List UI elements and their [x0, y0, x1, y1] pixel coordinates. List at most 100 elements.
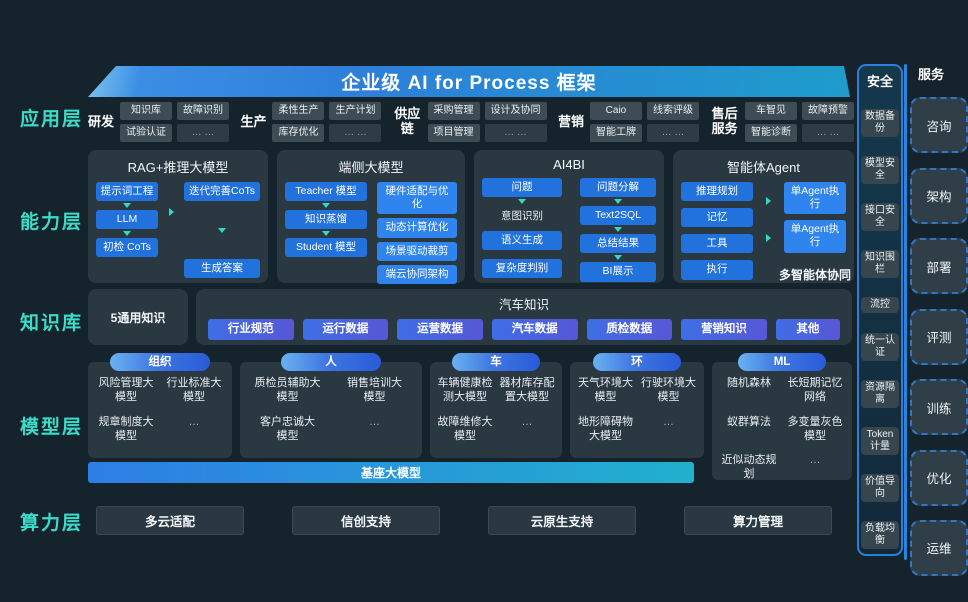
cap-box-title: AI4BI [553, 157, 585, 172]
model-group-pill: 组织 [110, 353, 210, 371]
security-item: 流控 [861, 297, 899, 314]
service-item: 训练 [910, 379, 968, 436]
flow-step: 知识蒸馏 [285, 210, 367, 230]
model-grid: 天气环境大模型 行驶环境大模型 地形障碍物大模型 … [576, 376, 698, 443]
capability-layer-row: RAG+推理大模型 提示词工程 LLM 初检 CoTs 迭代完善CoTs 生成答… [88, 150, 854, 284]
service-item: 优化 [910, 449, 968, 506]
model-name: 天气环境大模型 [578, 377, 633, 404]
label-application-layer: 应用层 [20, 109, 84, 130]
service-item: 运维 [910, 519, 968, 576]
technique: 硬件适配与优化 [377, 182, 457, 215]
app-group-label: 研发 [88, 113, 115, 129]
compute-item-management: 算力管理 [684, 506, 832, 535]
edge-flow: Teacher 模型 知识蒸馏 Student 模型 硬件适配与优化 动态计算优… [285, 182, 457, 284]
flow-step: 意图识别 [501, 210, 543, 223]
agent-component: 记忆 [681, 208, 753, 228]
app-group-items: 采购管理 设计及协同 项目管理 … … [427, 102, 547, 142]
security-title: 安全 [866, 74, 893, 89]
model-name: 销售培训大模型 [347, 377, 402, 404]
edge-flow-left: Teacher 模型 知识蒸馏 Student 模型 [285, 182, 367, 258]
app-item: Caio [589, 102, 642, 120]
knowledge-tag: 其他 [775, 319, 840, 340]
flow-step: BI展示 [580, 262, 656, 282]
security-item: 数据备份 [861, 109, 899, 138]
knowledge-tags: 行业规范 运行数据 运营数据 汽车数据 质检数据 营销知识 其他 [208, 319, 840, 340]
model-more: … [809, 454, 821, 467]
arrow-right-icon [766, 233, 771, 242]
rag-flow-right: 迭代完善CoTs 生成答案 [184, 182, 260, 278]
flow-step: 迭代完善CoTs [184, 182, 260, 202]
model-name: 故障维修大模型 [437, 415, 493, 442]
model-grid: 风险管理大模型 行业标准大模型 规章制度大模型 … [94, 376, 226, 443]
model-name: 蚁群算法 [727, 415, 771, 428]
service-item: 咨询 [910, 97, 968, 154]
knowledge-tag: 运营数据 [397, 319, 483, 340]
app-group-rnd: 研发 知识库 故障识别 试验认证 … … [88, 102, 230, 142]
foundation-model-bar: 基座大模型 [88, 462, 694, 483]
model-group-person: 人 质检员辅助大模型 销售培训大模型 客户忠诚大模型 … [240, 353, 422, 458]
label-model-layer: 模型层 [20, 417, 84, 438]
technique: 场景驱动裁剪 [377, 241, 457, 261]
arrow-right-icon [766, 196, 771, 205]
app-group-items: 知识库 故障识别 试验认证 … … [120, 102, 230, 142]
app-item-more: … … [177, 124, 230, 142]
model-grid: 质检员辅助大模型 销售培训大模型 客户忠诚大模型 … [246, 376, 416, 443]
app-group-items: 车智见 故障预警 智能诊断 … … [744, 102, 854, 142]
knowledge-tag: 营销知识 [681, 319, 767, 340]
banner: 企业级 AI for Process 框架 [88, 66, 850, 97]
flow-step: Student 模型 [285, 238, 367, 258]
flow-step: 问题分解 [580, 178, 656, 198]
arrow-down-icon [518, 199, 526, 205]
model-name: 风险管理大模型 [98, 377, 154, 404]
cap-box-ai4bi: AI4BI 问题 意图识别 语义生成 复杂度判别 问题分解 Text2SQL 总… [474, 150, 664, 283]
flow-step: 语义生成 [482, 231, 562, 251]
app-item: 设计及协同 [484, 102, 547, 120]
cap-box-title: 端侧大模型 [338, 160, 404, 175]
model-name: 长短期记忆网络 [787, 377, 843, 404]
model-group-pill: 人 [281, 353, 381, 371]
app-item-more: … … [329, 124, 382, 142]
app-group-label: 售后服务 [711, 106, 738, 136]
flow-step: Text2SQL [580, 206, 656, 226]
app-item: 生产计划 [329, 102, 382, 120]
knowledge-domain-title: 汽车知识 [498, 298, 549, 312]
knowledge-tag: 运行数据 [302, 319, 389, 340]
flow-step: LLM [96, 210, 158, 230]
security-item: 接口安全 [861, 203, 899, 232]
ai4bi-flow-right: 问题分解 Text2SQL 总结结果 BI展示 [580, 178, 656, 282]
application-layer-row: 研发 知识库 故障识别 试验认证 … … 生产 柔性生产 生产计划 库存优化 …… [88, 100, 854, 144]
model-grid: 车辆健康检测大模型 器材库存配置大模型 故障维修大模型 … [436, 376, 556, 443]
model-group-pill: 环 [593, 353, 681, 371]
knowledge-general-box: 5通用知识 [88, 289, 188, 345]
model-name: 行业标准大模型 [166, 377, 222, 404]
compute-item-xinchuang: 信创支持 [292, 506, 440, 535]
model-group-pill: ML [738, 353, 826, 371]
cap-box-title: RAG+推理大模型 [127, 160, 229, 175]
cap-box-agent: 智能体Agent 推理规划 记忆 工具 执行 单Agent执行 单Agent执行… [673, 150, 854, 283]
app-group-items: 柔性生产 生产计划 库存优化 … … [272, 102, 382, 142]
model-name: 规章制度大模型 [98, 415, 154, 442]
model-name: 器材库存配置大模型 [499, 377, 555, 404]
model-more: … [369, 415, 380, 428]
security-item: 知识围栏 [861, 250, 899, 279]
security-item: 模型安全 [861, 156, 899, 185]
banner-title: 企业级 AI for Process 框架 [341, 73, 597, 94]
security-item: 统一认证 [861, 332, 899, 361]
rag-flow: 提示词工程 LLM 初检 CoTs 迭代完善CoTs 生成答案 [96, 182, 260, 278]
app-item: 故障预警 [801, 102, 854, 120]
security-column: 安全 数据备份 模型安全 接口安全 知识围栏 流控 统一认证 资源隔离 Toke… [857, 64, 903, 556]
app-group-marketing: 营销 Caio 线索评级 智能工牌 … … [558, 102, 699, 142]
model-name: 质检员辅助大模型 [254, 377, 321, 404]
edge-techniques: 硬件适配与优化 动态计算优化 场景驱动裁剪 端云协同架构 [377, 182, 457, 284]
service-item: 架构 [910, 167, 968, 224]
agent-component: 执行 [681, 260, 753, 280]
app-item: 智能诊断 [744, 124, 797, 142]
compute-item-multicloud: 多云适配 [96, 506, 244, 535]
app-item: 库存优化 [272, 124, 325, 142]
cap-box-edge-model: 端侧大模型 Teacher 模型 知识蒸馏 Student 模型 硬件适配与优化… [277, 150, 465, 284]
knowledge-tag: 质检数据 [586, 319, 673, 340]
model-group-organization: 组织 风险管理大模型 行业标准大模型 规章制度大模型 … [88, 353, 232, 458]
model-name: 近似动态规划 [721, 454, 777, 481]
security-item: 价值导向 [861, 473, 899, 502]
